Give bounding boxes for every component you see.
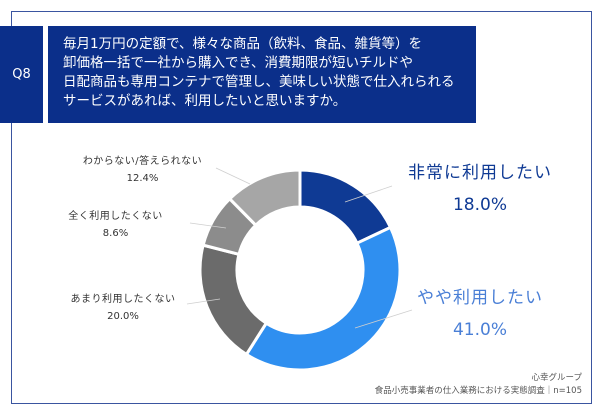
slide-frame	[11, 11, 592, 404]
label-name: わからない/答えられない	[82, 156, 203, 167]
donut-slices	[198, 168, 402, 372]
label-very-likely: 非常に利用したい 18.0%	[395, 158, 565, 215]
label-not-much: あまり利用したくない 20.0%	[58, 290, 188, 322]
label-name: やや利用したい	[417, 288, 543, 308]
question-text-box: 毎月1万円の定額で、様々な商品（飲料、食品、雑貨等）を 卸価格一括で一社から購入…	[48, 26, 476, 123]
label-percent: 8.6%	[102, 228, 129, 239]
question-number-badge: Q8	[0, 26, 43, 123]
leader-lines	[186, 167, 413, 329]
label-name: あまり利用したくない	[70, 294, 176, 305]
question-number: Q8	[12, 67, 31, 82]
label-name: 非常に利用したい	[408, 163, 552, 183]
label-percent: 12.4%	[126, 173, 159, 184]
label-percent: 20.0%	[107, 311, 139, 322]
label-not-at-all: 全く利用したくない 8.6%	[58, 207, 173, 239]
question-line: サービスがあれば、利用したいと思いますか。	[63, 93, 347, 109]
question-line: 毎月1万円の定額で、様々な商品（飲料、食品、雑貨等）を	[63, 36, 423, 52]
label-somewhat-likely: やや利用したい 41.0%	[400, 283, 560, 340]
donut-slice	[198, 243, 269, 357]
donut-slice	[227, 168, 302, 228]
donut-slice	[244, 225, 402, 372]
question-line: 卸価格一括で一社から購入でき、消費期限が短いチルドや	[63, 55, 414, 71]
footer-survey: 食品小売事業者の仕入業務における実態調査｜n=105	[374, 386, 582, 396]
footer-company: 心幸グループ	[531, 373, 583, 383]
label-percent: 41.0%	[452, 320, 507, 340]
question-line: 日配商品も専用コンテナで管理し、美味しい状態で仕入れられる	[63, 74, 455, 90]
label-percent: 18.0%	[452, 195, 507, 215]
source-footer: 心幸グループ 食品小売事業者の仕入業務における実態調査｜n=105	[375, 372, 582, 398]
label-name: 全く利用したくない	[68, 211, 163, 222]
label-unknown: わからない/答えられない 12.4%	[70, 152, 215, 184]
